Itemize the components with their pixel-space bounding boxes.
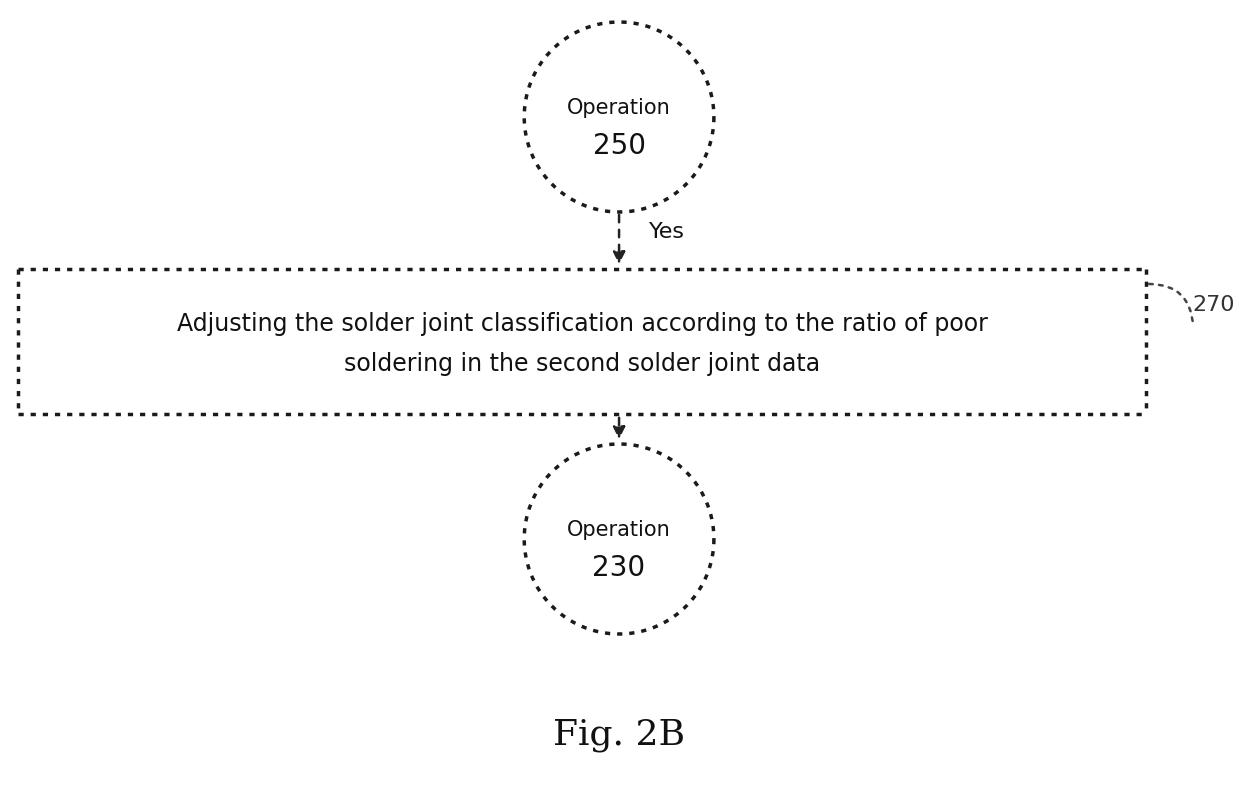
Text: Fig. 2B: Fig. 2B <box>553 717 686 751</box>
FancyBboxPatch shape <box>17 269 1146 415</box>
Circle shape <box>526 25 712 211</box>
Text: Operation: Operation <box>567 98 671 118</box>
Text: 270: 270 <box>1192 294 1234 314</box>
Text: 230: 230 <box>593 553 646 581</box>
Text: Yes: Yes <box>649 221 684 241</box>
Circle shape <box>526 447 712 632</box>
Text: 250: 250 <box>593 132 646 160</box>
Text: Adjusting the solder joint classification according to the ratio of poor: Adjusting the solder joint classificatio… <box>176 312 987 336</box>
Text: soldering in the second solder joint data: soldering in the second solder joint dat… <box>343 352 820 376</box>
Text: Operation: Operation <box>567 520 671 539</box>
